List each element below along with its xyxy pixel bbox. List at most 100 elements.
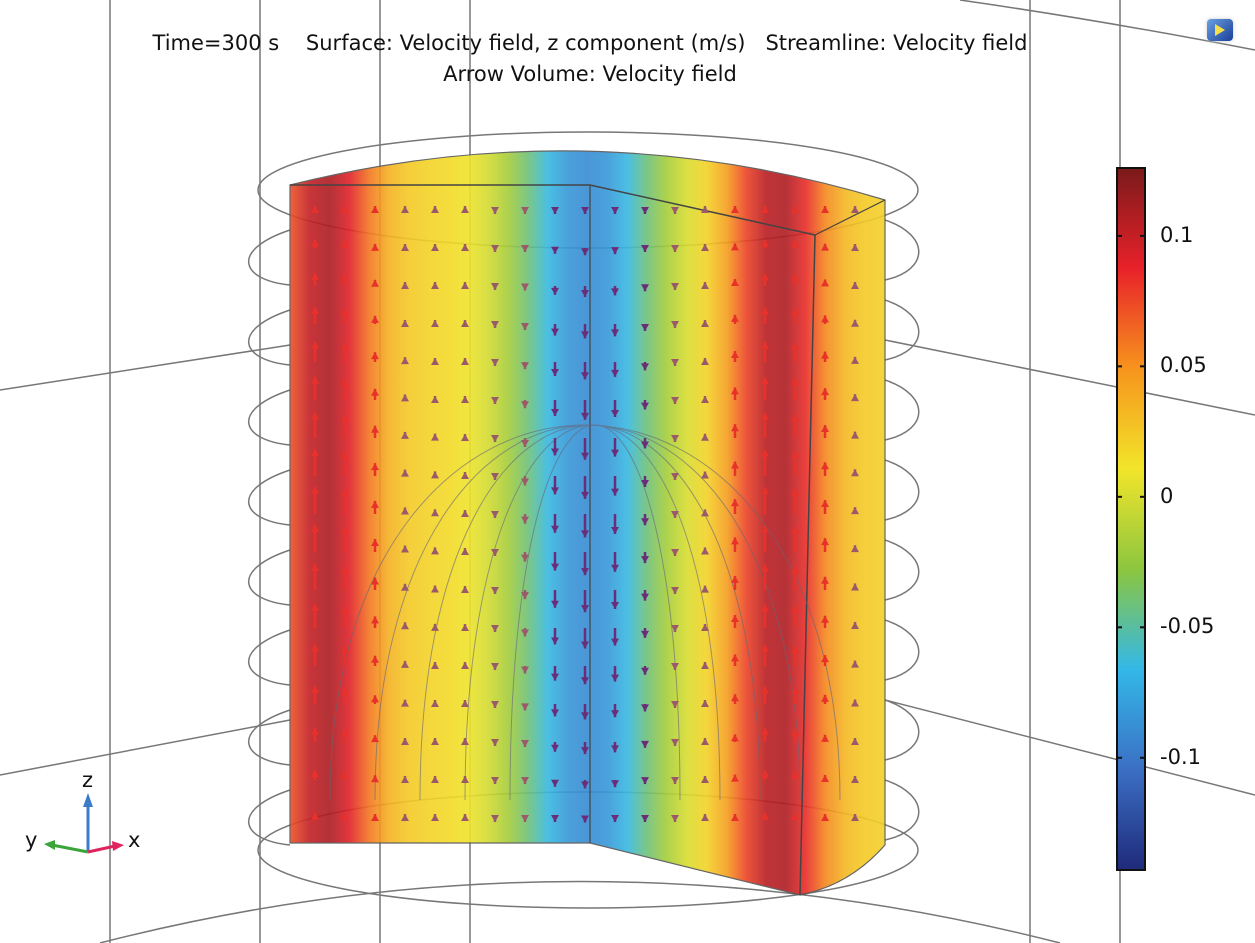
velocity-arrow-51 — [401, 206, 409, 213]
arrow-volume — [311, 206, 859, 823]
velocity-arrow-189 — [641, 284, 649, 292]
velocity-arrow-208 — [671, 359, 679, 366]
velocity-arrow-295 — [821, 425, 829, 438]
velocity-arrow-57 — [401, 431, 409, 439]
velocity-arrow-285 — [791, 687, 799, 704]
velocity-arrow-124 — [521, 400, 529, 409]
velocity-arrow-117 — [491, 777, 499, 784]
velocity-arrow-196 — [641, 552, 649, 564]
cylinder-surface — [289, 150, 886, 896]
velocity-arrow-50 — [371, 814, 379, 821]
velocity-arrow-243 — [731, 387, 739, 400]
velocity-arrow-277 — [791, 378, 799, 400]
velocity-arrow-296 — [821, 462, 829, 476]
velocity-arrow-31 — [341, 729, 349, 742]
velocity-arrow-185 — [611, 780, 619, 788]
velocity-arrow-226 — [701, 396, 709, 403]
velocity-arrow-79 — [431, 623, 439, 631]
velocity-arrow-257 — [761, 273, 769, 286]
velocity-arrow-0 — [311, 206, 319, 213]
velocity-arrow-241 — [731, 314, 739, 324]
velocity-arrow-228 — [701, 471, 709, 479]
velocity-arrow-254 — [731, 814, 739, 821]
velocity-arrow-61 — [401, 583, 409, 591]
velocity-arrow-287 — [791, 770, 799, 780]
camera-view-icon[interactable] — [1207, 19, 1233, 41]
velocity-arrow-262 — [761, 449, 769, 476]
velocity-arrow-294 — [821, 388, 829, 400]
velocity-arrow-2 — [311, 273, 319, 286]
velocity-arrow-217 — [671, 701, 679, 708]
velocity-arrow-44 — [371, 577, 379, 590]
velocity-arrow-147 — [551, 628, 559, 645]
velocity-arrow-148 — [551, 666, 559, 681]
velocity-arrow-298 — [821, 538, 829, 552]
velocity-arrow-70 — [431, 282, 439, 289]
velocity-arrow-100 — [461, 776, 469, 783]
velocity-arrow-133 — [521, 740, 529, 748]
velocity-arrow-153 — [581, 207, 589, 214]
velocity-arrow-114 — [491, 663, 499, 670]
velocity-arrow-87 — [461, 282, 469, 289]
velocity-arrow-308 — [851, 282, 859, 289]
velocity-arrow-112 — [491, 587, 499, 594]
velocity-arrow-27 — [341, 566, 349, 590]
velocity-arrow-127 — [521, 514, 529, 524]
velocity-arrow-29 — [341, 646, 349, 666]
velocity-arrow-279 — [791, 450, 799, 476]
cylinder-wall — [289, 150, 886, 896]
velocity-arrow-207 — [671, 321, 679, 328]
velocity-arrow-159 — [581, 438, 589, 460]
velocity-arrow-75 — [431, 471, 439, 479]
velocity-arrow-5 — [311, 376, 319, 400]
velocity-arrow-263 — [761, 487, 769, 514]
velocity-arrow-166 — [581, 704, 589, 720]
velocity-arrow-265 — [761, 564, 769, 590]
velocity-arrow-32 — [341, 770, 349, 780]
velocity-arrow-180 — [611, 590, 619, 609]
velocity-arrow-195 — [641, 514, 649, 526]
velocity-arrow-319 — [851, 699, 859, 707]
velocity-arrow-268 — [761, 686, 769, 704]
velocity-arrow-258 — [761, 307, 769, 324]
velocity-arrow-37 — [371, 315, 379, 324]
velocity-arrow-222 — [701, 244, 709, 251]
velocity-arrow-183 — [611, 704, 619, 718]
velocity-arrow-132 — [521, 703, 529, 711]
velocity-arrow-146 — [551, 590, 559, 608]
velocity-arrow-18 — [341, 240, 349, 248]
velocity-arrow-169 — [581, 815, 589, 823]
velocity-arrow-88 — [461, 320, 469, 327]
velocity-arrow-251 — [731, 694, 739, 704]
velocity-arrow-252 — [731, 734, 739, 742]
velocity-arrow-26 — [341, 527, 349, 552]
velocity-arrow-212 — [671, 511, 679, 518]
velocity-arrow-314 — [851, 507, 859, 515]
velocity-arrow-204 — [671, 207, 679, 214]
velocity-arrow-10 — [311, 563, 319, 590]
velocity-arrow-60 — [401, 545, 409, 553]
velocity-arrow-283 — [791, 605, 799, 628]
velocity-arrow-122 — [521, 322, 529, 330]
velocity-arrow-143 — [551, 476, 559, 495]
velocity-arrow-59 — [401, 507, 409, 515]
velocity-arrow-73 — [431, 395, 439, 403]
velocity-arrow-175 — [611, 400, 619, 418]
plot-title-line-2: Arrow Volume: Velocity field — [443, 62, 737, 86]
velocity-arrow-275 — [791, 308, 799, 324]
velocity-arrow-304 — [821, 774, 829, 782]
colorbar-tick-label: -0.05 — [1160, 614, 1215, 639]
velocity-arrow-20 — [341, 308, 349, 324]
velocity-arrow-276 — [791, 342, 799, 362]
velocity-arrow-214 — [671, 587, 679, 594]
velocity-arrow-244 — [731, 424, 739, 438]
velocity-arrow-35 — [371, 243, 379, 251]
colorbar-gradient — [1116, 167, 1146, 871]
velocity-arrow-22 — [341, 378, 349, 400]
velocity-arrow-83 — [431, 776, 439, 783]
velocity-arrow-186 — [611, 815, 619, 822]
velocity-arrow-260 — [761, 377, 769, 400]
velocity-arrow-205 — [671, 245, 679, 252]
velocity-arrow-90 — [461, 396, 469, 403]
